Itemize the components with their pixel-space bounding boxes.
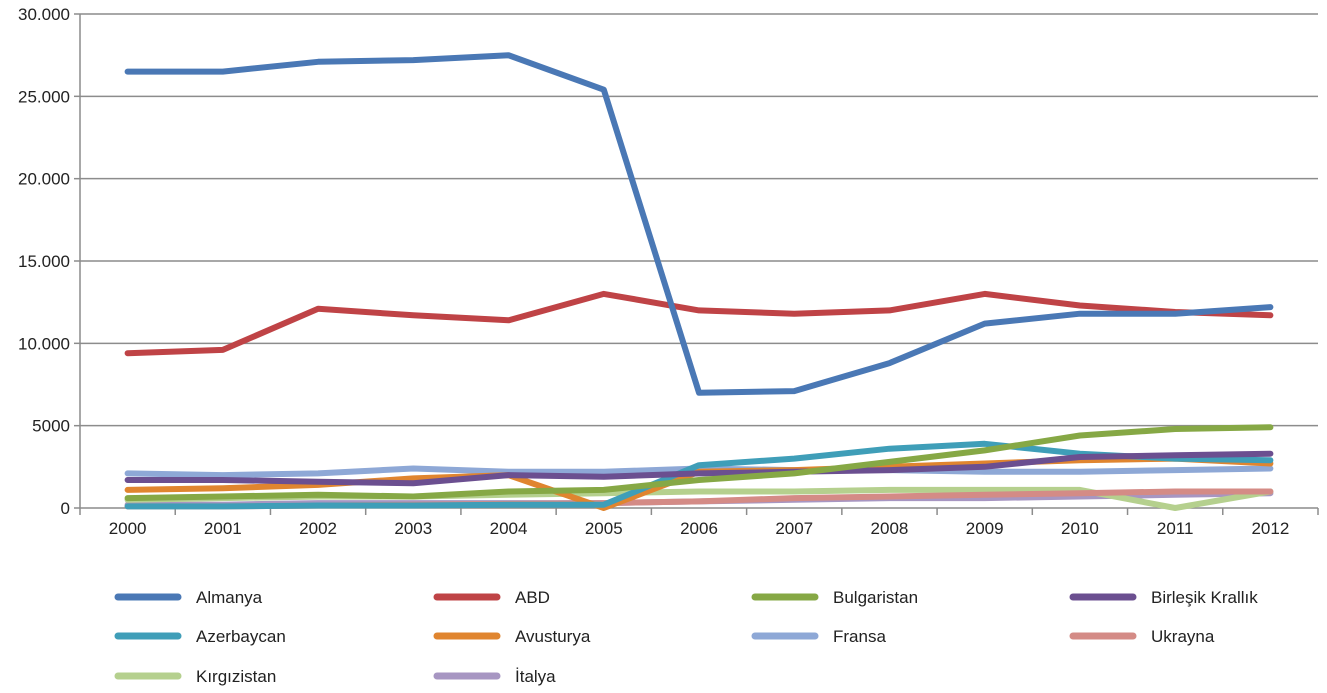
x-tick-label: 2010 xyxy=(1061,519,1099,538)
y-tick-label: 30.000 xyxy=(18,5,70,24)
legend-item: Kırgızistan xyxy=(114,667,276,686)
x-tick-label: 2005 xyxy=(585,519,623,538)
series-lines xyxy=(124,52,1274,511)
y-tick-label: 20.000 xyxy=(18,170,70,189)
y-tick-label: 15.000 xyxy=(18,252,70,271)
series-line-2 xyxy=(124,290,1274,357)
legend-item: Avusturya xyxy=(433,627,591,646)
x-tick-label: 2001 xyxy=(204,519,242,538)
x-tick-label: 2012 xyxy=(1251,519,1289,538)
x-tick-label: 2009 xyxy=(966,519,1004,538)
legend-item: İtalya xyxy=(433,667,556,686)
x-tick-label: 2011 xyxy=(1157,519,1194,538)
legend-label: Almanya xyxy=(196,588,263,607)
x-tick-label: 2004 xyxy=(490,519,528,538)
legend-label: ABD xyxy=(515,588,550,607)
x-tick-label: 2000 xyxy=(109,519,147,538)
legend-item: Ukrayna xyxy=(1069,627,1215,646)
y-tick-label: 25.000 xyxy=(18,87,70,106)
x-tick-label: 2006 xyxy=(680,519,718,538)
x-tick-label: 2002 xyxy=(299,519,337,538)
legend-item: Almanya xyxy=(114,588,263,607)
legend-label: Avusturya xyxy=(515,627,591,646)
legend-item: Bulgaristan xyxy=(751,588,918,607)
legend-label: Kırgızistan xyxy=(196,667,276,686)
legend-item: Fransa xyxy=(751,627,886,646)
series-line-3 xyxy=(124,424,1274,502)
legend-label: Ukrayna xyxy=(1151,627,1215,646)
legend-label: Bulgaristan xyxy=(833,588,918,607)
x-tick-label: 2003 xyxy=(394,519,432,538)
gridlines xyxy=(80,13,1318,427)
y-tick-label: 0 xyxy=(61,499,70,518)
y-tick-label: 10.000 xyxy=(18,334,70,353)
legend-label: İtalya xyxy=(515,667,556,686)
x-tick-label: 2008 xyxy=(871,519,909,538)
legend: Almanya ABD Bulgaristan Birleşik Krallık Aze… xyxy=(114,588,1258,686)
legend-item: Birleşik Krallık xyxy=(1069,588,1258,607)
legend-label: Fransa xyxy=(833,627,886,646)
legend-item: ABD xyxy=(433,588,550,607)
series-line-1 xyxy=(124,52,1274,396)
series-line-7 xyxy=(124,465,1274,479)
legend-item: Azerbaycan xyxy=(114,627,286,646)
y-tick-label: 5000 xyxy=(32,417,70,436)
legend-label: Azerbaycan xyxy=(196,627,286,646)
x-tick-label: 2007 xyxy=(775,519,813,538)
series-line-4 xyxy=(124,450,1274,487)
series-line-5 xyxy=(124,440,1274,510)
legend-label: Birleşik Krallık xyxy=(1151,588,1258,607)
